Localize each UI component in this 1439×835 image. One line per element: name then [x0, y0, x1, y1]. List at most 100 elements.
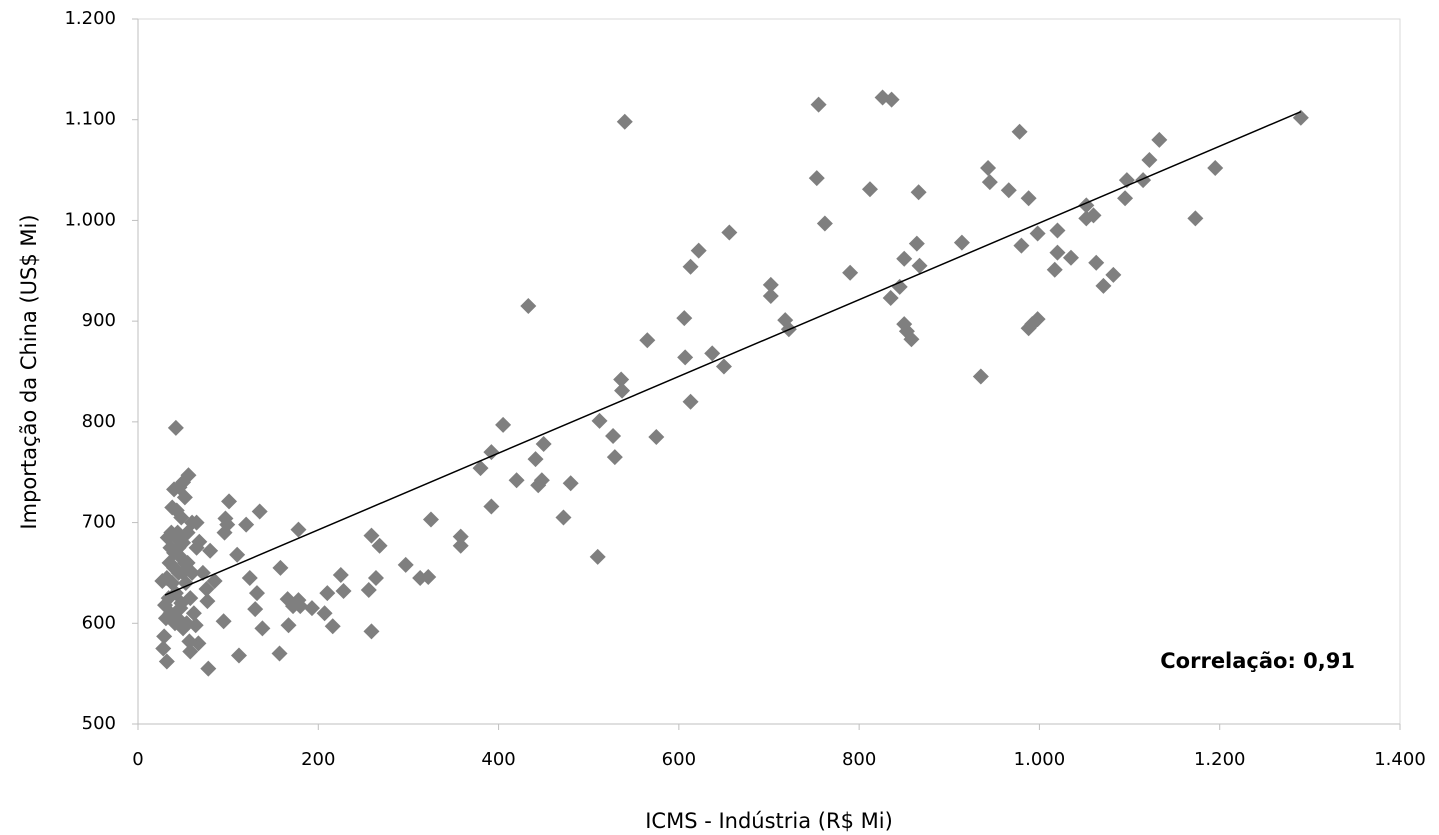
- point: [167, 419, 184, 436]
- point: [1095, 277, 1112, 294]
- y-tick-label: 1.200: [64, 8, 116, 29]
- point: [248, 585, 265, 602]
- x-tick-label: 800: [842, 749, 876, 770]
- point: [472, 460, 489, 477]
- point: [254, 620, 271, 637]
- point: [605, 427, 622, 444]
- point: [279, 591, 296, 608]
- point: [303, 600, 320, 617]
- point: [648, 428, 665, 445]
- point: [158, 653, 175, 670]
- x-tick-label: 1.400: [1374, 749, 1426, 770]
- point: [229, 546, 246, 563]
- point: [816, 215, 833, 232]
- point: [910, 184, 927, 201]
- y-axis-title: Importação da China (US$ Mi): [17, 214, 41, 529]
- point: [200, 660, 217, 677]
- point: [164, 499, 181, 516]
- point: [217, 510, 234, 527]
- point: [980, 160, 997, 177]
- point: [324, 618, 341, 635]
- point: [335, 583, 352, 600]
- point: [272, 559, 289, 576]
- x-tick-label: 600: [662, 749, 696, 770]
- point: [166, 559, 183, 576]
- point: [371, 537, 388, 554]
- point: [156, 628, 173, 645]
- point: [676, 310, 693, 327]
- y-tick-label: 900: [82, 310, 116, 331]
- point: [530, 477, 547, 494]
- point: [981, 174, 998, 191]
- point: [639, 332, 656, 349]
- point: [882, 289, 899, 306]
- point: [1141, 152, 1158, 168]
- point: [562, 475, 579, 492]
- point: [177, 575, 194, 591]
- annotation: Correlação: 0,91: [1160, 649, 1355, 673]
- point: [251, 503, 268, 520]
- point: [206, 572, 223, 589]
- point: [495, 416, 512, 433]
- point: [527, 451, 544, 468]
- point: [1078, 210, 1095, 227]
- point: [215, 613, 232, 630]
- point: [360, 582, 377, 599]
- point: [677, 349, 694, 366]
- point: [363, 623, 380, 640]
- x-tick-label: 1.000: [1014, 749, 1066, 770]
- y-tick-label: 600: [82, 612, 116, 633]
- point: [247, 601, 264, 618]
- point: [198, 581, 215, 598]
- x-tick-label: 1.200: [1194, 749, 1246, 770]
- point: [589, 548, 606, 565]
- point: [1046, 261, 1063, 278]
- point: [188, 539, 205, 556]
- x-tick-label: 400: [481, 749, 515, 770]
- point: [777, 312, 794, 329]
- point: [1151, 131, 1168, 148]
- point: [199, 593, 216, 610]
- point: [896, 316, 913, 333]
- point: [1117, 190, 1134, 207]
- point: [1187, 210, 1204, 227]
- point: [1020, 320, 1037, 337]
- point: [1020, 190, 1037, 207]
- point: [1049, 222, 1066, 239]
- point: [332, 566, 349, 583]
- x-tick-label: 0: [132, 749, 143, 770]
- point: [1013, 237, 1030, 254]
- point: [202, 542, 219, 559]
- point: [367, 569, 384, 586]
- y-tick-label: 700: [82, 512, 116, 533]
- point: [184, 564, 201, 581]
- point: [891, 278, 908, 295]
- point: [182, 643, 199, 660]
- point: [271, 645, 288, 662]
- point: [238, 516, 255, 533]
- point: [363, 527, 380, 544]
- point: [1011, 123, 1028, 140]
- point: [520, 298, 537, 315]
- point: [182, 590, 199, 607]
- point: [972, 368, 989, 385]
- point: [606, 449, 623, 466]
- point: [682, 258, 699, 275]
- point: [216, 524, 233, 541]
- point: [682, 393, 699, 410]
- point: [221, 493, 238, 510]
- point: [230, 647, 247, 664]
- point: [422, 511, 439, 528]
- point: [1088, 254, 1105, 271]
- point: [290, 521, 307, 538]
- point: [762, 287, 779, 304]
- point: [810, 96, 827, 113]
- point: [316, 605, 333, 622]
- point: [508, 472, 525, 489]
- point: [535, 436, 552, 453]
- point: [911, 257, 928, 274]
- point: [1105, 266, 1122, 283]
- point: [241, 569, 258, 586]
- point: [166, 481, 183, 498]
